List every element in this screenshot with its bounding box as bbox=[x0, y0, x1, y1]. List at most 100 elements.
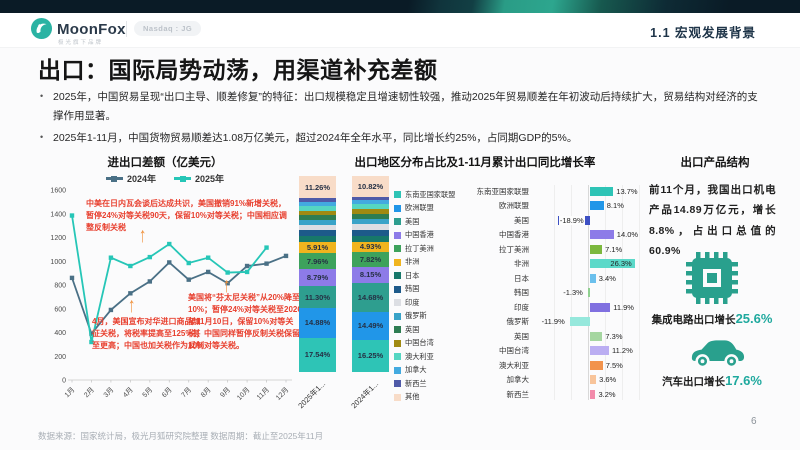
legend-label: 2024年 bbox=[126, 174, 156, 184]
legend-swatch-icon bbox=[394, 245, 401, 253]
growth-row-bar-zone: 7.5% bbox=[531, 358, 664, 373]
growth-row-bar-zone: -1.3% bbox=[531, 286, 664, 301]
svg-text:3月: 3月 bbox=[102, 386, 115, 399]
bar-segment: 10.82% bbox=[352, 176, 389, 198]
line-chart-legend: 2024年 2025年 bbox=[36, 172, 294, 185]
legend-label: 美国 bbox=[405, 216, 420, 226]
line-chart-plot: 0 200 400 600 800 1000 1200 1400 1600 1月 2月 3月 4月 5月 6… bbox=[50, 188, 292, 402]
svg-text:12月: 12月 bbox=[274, 386, 290, 402]
segment-value-label: 17.54% bbox=[304, 350, 331, 360]
legend-marker-icon bbox=[105, 175, 123, 182]
bar-segment: 11.30% bbox=[299, 286, 336, 309]
page-number: 6 bbox=[751, 416, 757, 427]
growth-row-bar-zone: 11.9% bbox=[531, 300, 664, 315]
growth-row-bar-zone: 3.6% bbox=[531, 373, 664, 388]
legend-swatch-icon bbox=[394, 393, 401, 401]
segment-value-label: 11.30% bbox=[304, 292, 331, 302]
header-divider bbox=[126, 21, 127, 37]
growth-row: 东南亚国家联盟 13.7% bbox=[452, 184, 664, 199]
growth-row: 韩国 -1.3% bbox=[452, 286, 664, 301]
growth-row-label: 澳大利亚 bbox=[499, 360, 529, 370]
svg-text:1月: 1月 bbox=[63, 386, 76, 399]
brand-tagline: 极光旗下品牌 bbox=[58, 40, 104, 46]
legend-item: 其他 bbox=[394, 391, 456, 405]
bar-segment: 16.25% bbox=[352, 340, 389, 372]
growth-row-bar-zone: -18.9% bbox=[531, 213, 664, 228]
growth-row: 英国 7.3% bbox=[452, 329, 664, 344]
legend-item: 中国香港 bbox=[394, 229, 456, 243]
bar-segment bbox=[352, 230, 389, 236]
legend-label: 2025年 bbox=[195, 174, 225, 184]
legend-swatch-icon bbox=[394, 218, 401, 226]
stacked-bar: 10.82% 4.93% 7.82% 8.15% 14.68% 14.49% 16.25% bbox=[352, 176, 389, 372]
growth-row: 印度 11.9% bbox=[452, 300, 664, 315]
arrow-up-icon: ↑ bbox=[139, 223, 147, 248]
growth-row-label: 美国 bbox=[514, 215, 529, 225]
bar-segment bbox=[352, 200, 389, 205]
legend-swatch-icon bbox=[394, 353, 401, 361]
segment-value-label: 10.82% bbox=[357, 182, 384, 192]
legend-label: 新西兰 bbox=[405, 378, 427, 388]
growth-row-label: 中国香港 bbox=[499, 230, 529, 240]
svg-text:800: 800 bbox=[54, 283, 66, 290]
annotation-fentanyl-tariff: 美国将“芬太尼关税”从20%降至10%；暂停24%对等关税至2026年11月10… bbox=[188, 293, 302, 350]
legend-item: 2025年 bbox=[174, 172, 224, 185]
legend-label: 非洲 bbox=[405, 257, 420, 267]
bar-segment bbox=[299, 219, 336, 225]
moonfox-logo-icon bbox=[30, 17, 53, 40]
section-label: 1.1 宏观发展背景 bbox=[650, 26, 756, 40]
segment-value-label: 5.91% bbox=[306, 243, 329, 253]
growth-row-label: 韩国 bbox=[514, 288, 529, 298]
region-share-stacked-chart: 11.26% 5.91% 7.96% 8.79% 11.30% 14.88% 17.54% 2… bbox=[296, 176, 395, 411]
bar-segment: 8.79% bbox=[299, 269, 336, 287]
legend-swatch-icon bbox=[394, 231, 401, 239]
legend-item: 东南亚国家联盟 bbox=[394, 188, 456, 202]
legend-item: 2024年 bbox=[105, 172, 156, 185]
legend-swatch-icon bbox=[394, 272, 401, 280]
growth-row-bar-zone: 7.3% bbox=[531, 329, 664, 344]
segment-value-label: 7.82% bbox=[359, 254, 382, 264]
brand-name: MoonFox bbox=[57, 21, 126, 38]
bar-segment bbox=[299, 198, 336, 202]
bar-segment: 14.88% bbox=[299, 308, 336, 338]
ic-export-growth-value: 25.6% bbox=[735, 311, 773, 326]
growth-row: 俄罗斯 -11.9% bbox=[452, 315, 664, 330]
car-export-growth-label: 汽车出口增长 bbox=[662, 376, 726, 388]
legend-item: 拉丁美洲 bbox=[394, 242, 456, 256]
legend-item: 俄罗斯 bbox=[394, 310, 456, 324]
bar-segment bbox=[352, 204, 389, 210]
growth-value-label: -1.3% bbox=[563, 288, 583, 298]
legend-label: 拉丁美洲 bbox=[405, 243, 434, 253]
car-export-growth-value: 17.6% bbox=[725, 373, 762, 388]
legend-item: 日本 bbox=[394, 269, 456, 283]
bullet-item: 2025年1-11月，中国货物贸易顺差达1.08万亿美元，超过2024年全年水平… bbox=[38, 129, 764, 148]
legend-swatch-icon bbox=[394, 258, 401, 266]
growth-value-label: -18.9% bbox=[558, 215, 585, 225]
annotation-geneva-talks: 中美在日内瓦会谈后达成共识，美国撤销91%新增关税，暂停24%对等关税90天，保… bbox=[86, 199, 287, 232]
gridline bbox=[605, 185, 606, 400]
bar-segment: 4.93% bbox=[352, 241, 389, 252]
top-accent-bar bbox=[0, 0, 800, 13]
growth-row-bar-zone: -11.9% bbox=[531, 315, 664, 330]
legend-swatch-icon bbox=[394, 299, 401, 307]
growth-row-label: 印度 bbox=[514, 302, 529, 312]
legend-label: 中国台湾 bbox=[405, 338, 434, 348]
svg-text:0: 0 bbox=[62, 378, 66, 385]
growth-row-bar-zone: 11.2% bbox=[531, 344, 664, 359]
growth-bar bbox=[590, 360, 603, 370]
bar-segment bbox=[352, 224, 389, 230]
growth-row-label: 东南亚国家联盟 bbox=[476, 186, 530, 196]
growth-bar bbox=[590, 346, 610, 356]
legend-swatch-icon bbox=[394, 285, 401, 293]
svg-text:9月: 9月 bbox=[219, 386, 232, 399]
legend-label: 东南亚国家联盟 bbox=[405, 189, 456, 199]
legend-label: 印度 bbox=[405, 297, 420, 307]
growth-value-label: 14.0% bbox=[616, 230, 639, 240]
bar-segment bbox=[299, 205, 336, 211]
gridline bbox=[639, 185, 640, 400]
growth-value-label: 13.7% bbox=[616, 186, 638, 196]
bar-segment: 5.91% bbox=[299, 241, 336, 254]
bar-segment: 14.68% bbox=[352, 282, 389, 312]
chip-icon bbox=[686, 252, 738, 309]
